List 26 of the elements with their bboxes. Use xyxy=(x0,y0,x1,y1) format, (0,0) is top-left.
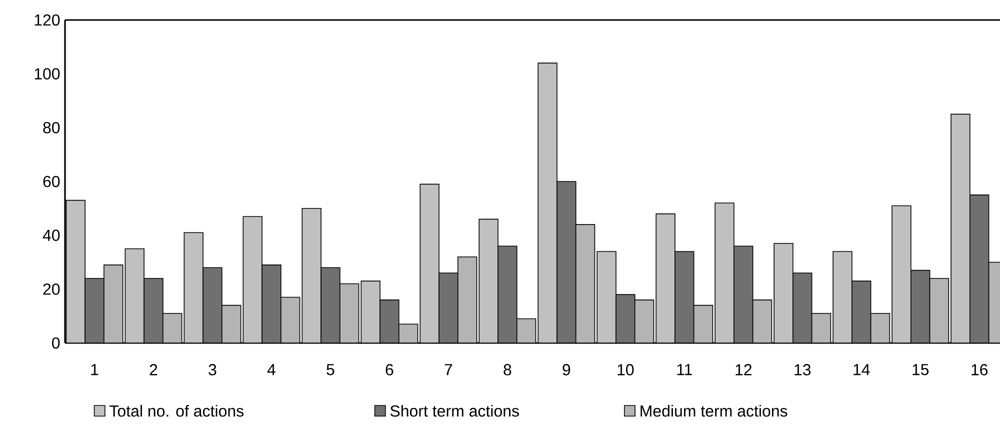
x-tick-label: 9 xyxy=(562,364,570,376)
x-tick-label: 8 xyxy=(504,364,512,376)
y-tick-label: 120 xyxy=(34,14,60,26)
x-tick-label: 13 xyxy=(794,364,811,376)
x-tick-label: 6 xyxy=(386,364,394,376)
x-tick-label: 3 xyxy=(208,364,216,376)
x-tick-label: 14 xyxy=(854,364,870,376)
y-tick-label: 40 xyxy=(42,230,60,241)
y-tick-label: 0 xyxy=(52,337,60,349)
y-tick-label: 80 xyxy=(43,122,60,134)
x-tick-label: 16 xyxy=(972,364,988,376)
y-tick-label: 100 xyxy=(34,68,60,80)
legend-label: Medium term actions xyxy=(640,404,788,417)
legend-label: Total no. of actions xyxy=(110,404,244,417)
x-tick-label: 15 xyxy=(912,364,929,376)
x-tick-label: 11 xyxy=(677,364,692,376)
x-tick-label: 7 xyxy=(444,364,452,376)
x-tick-label: 5 xyxy=(326,364,334,376)
x-tick-label: 12 xyxy=(736,364,752,376)
y-tick-label: 60 xyxy=(43,176,60,188)
x-tick-label: 1 xyxy=(91,364,98,376)
x-tick-label: 4 xyxy=(267,364,276,376)
x-tick-label: 10 xyxy=(618,364,634,376)
legend-label: Short term actions xyxy=(390,404,519,417)
x-tick-label: 2 xyxy=(150,364,158,376)
y-tick-label: 20 xyxy=(43,284,60,295)
